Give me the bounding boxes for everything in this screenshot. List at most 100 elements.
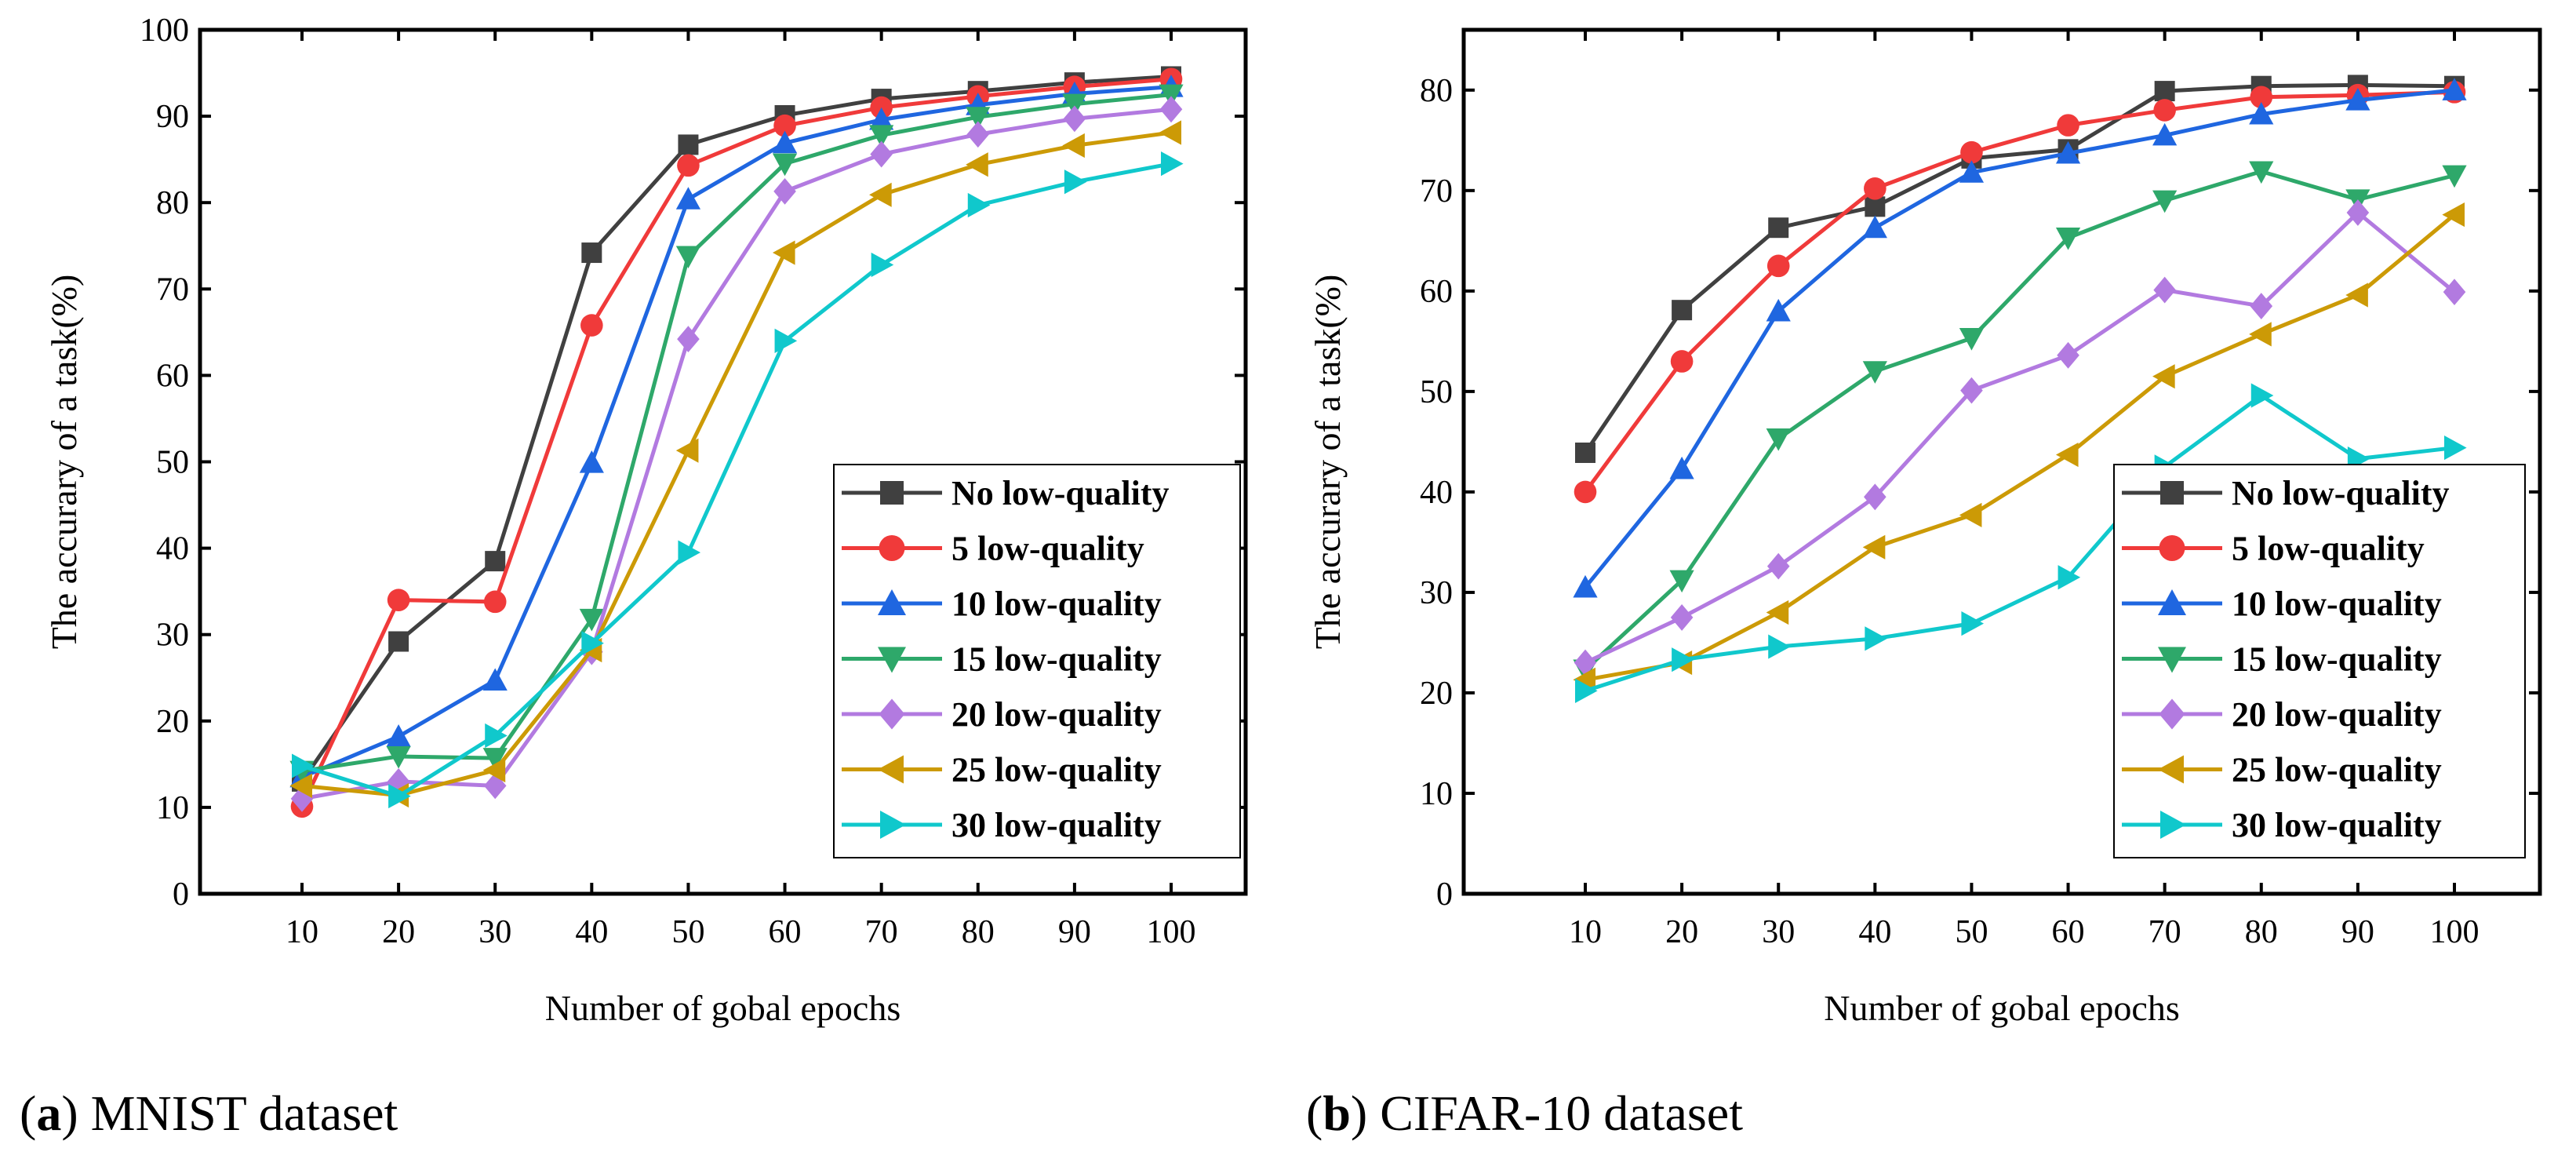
marker-triangle-down xyxy=(878,647,906,673)
marker-triangle-right xyxy=(1961,611,1985,636)
marker-circle xyxy=(1960,140,1983,164)
legend-item: 10 low-quality xyxy=(2122,585,2442,623)
y-tick-label: 60 xyxy=(156,358,189,394)
marker-triangle-down xyxy=(1766,428,1791,451)
marker-circle xyxy=(1864,177,1887,200)
y-tick-label: 80 xyxy=(1420,73,1453,109)
series-line xyxy=(1583,89,2455,494)
marker-triangle-down xyxy=(2249,161,2274,184)
marker-triangle-right xyxy=(1768,634,1791,659)
marker-triangle-left xyxy=(289,773,312,798)
marker-circle xyxy=(677,154,700,177)
marker-triangle-left xyxy=(2152,364,2175,389)
marker-square xyxy=(880,481,904,505)
marker-diamond xyxy=(1766,552,1790,580)
marker-diamond xyxy=(2159,698,2185,730)
marker-triangle-right xyxy=(967,192,991,218)
marker-triangle-left xyxy=(1766,600,1789,625)
y-tick-label: 60 xyxy=(1420,274,1453,310)
marker-triangle-right xyxy=(880,811,906,839)
caption-text: MNIST dataset xyxy=(78,1085,398,1141)
marker-triangle-left xyxy=(1862,534,1886,559)
legend-label: 25 low-quality xyxy=(951,751,1162,789)
y-tick-label: 10 xyxy=(156,790,189,826)
marker-triangle-left xyxy=(1159,120,1181,145)
legend-label: 10 low-quality xyxy=(2232,585,2442,623)
caption-paren: ( xyxy=(20,1085,36,1141)
marker-circle xyxy=(1766,254,1790,278)
y-tick-label: 10 xyxy=(1420,776,1453,812)
series-line xyxy=(1584,88,2455,589)
marker-triangle-up xyxy=(2152,122,2178,146)
marker-triangle-up xyxy=(579,450,604,473)
legend: No low-quality 5 low-quality 10 low-qualit… xyxy=(2113,464,2526,858)
x-axis-label: Number of gobal epochs xyxy=(545,988,901,1028)
marker-triangle-left xyxy=(2345,282,2368,308)
marker-diamond xyxy=(2443,279,2466,306)
legend-label: 20 low-quality xyxy=(951,695,1162,734)
caption-paren: ( xyxy=(1306,1085,1323,1141)
legend-box xyxy=(833,464,1241,858)
marker-triangle-up xyxy=(2345,88,2370,111)
marker-square xyxy=(1865,196,1886,217)
x-tick-label: 50 xyxy=(671,914,704,950)
marker-triangle-up xyxy=(675,187,701,210)
legend-item: No low-quality xyxy=(842,474,1169,512)
marker-triangle-left xyxy=(675,438,699,463)
x-tick-label: 70 xyxy=(865,914,898,950)
marker-triangle-down xyxy=(1862,361,1887,384)
marker-triangle-right xyxy=(2058,565,2081,590)
x-tick-label: 60 xyxy=(2052,914,2085,950)
series-line xyxy=(1585,213,2456,682)
x-tick-label: 10 xyxy=(286,914,318,950)
series-30-low-quality xyxy=(292,151,1184,809)
marker-triangle-left xyxy=(2158,755,2184,784)
marker-diamond xyxy=(773,177,796,205)
chart-mnist: 0 10 20 30 40 50 60 70 80 90 100 10 20 30 40 50 60 70 80 90… xyxy=(44,13,1248,1028)
marker-triangle-left xyxy=(772,240,795,265)
y-axis-label: The accurary of a task(%) xyxy=(1308,275,1348,650)
marker-triangle-down xyxy=(966,107,991,129)
marker-triangle-up xyxy=(1959,160,1985,183)
marker-triangle-down xyxy=(1959,328,1985,351)
y-tick-label: 30 xyxy=(156,618,189,654)
marker-triangle-right xyxy=(1865,626,1887,651)
marker-triangle-up xyxy=(1766,298,1791,322)
legend: No low-quality 5 low-quality 10 low-qualit… xyxy=(833,464,1241,858)
marker-diamond xyxy=(677,326,700,353)
y-axis-label: The accurary of a task(%) xyxy=(44,275,84,650)
marker-triangle-left xyxy=(1062,133,1085,159)
marker-diamond xyxy=(870,140,893,168)
marker-square xyxy=(2160,481,2184,505)
y-tick-label: 90 xyxy=(156,99,189,135)
marker-triangle-left xyxy=(966,152,988,177)
marker-triangle-up xyxy=(386,724,411,747)
marker-diamond xyxy=(1159,96,1183,123)
marker-circle xyxy=(483,590,507,614)
marker-circle xyxy=(387,589,410,611)
caption-letter: b xyxy=(1323,1085,1351,1141)
marker-triangle-up xyxy=(1573,574,1598,598)
marker-circle xyxy=(2250,86,2273,109)
caption-paren: ) xyxy=(1351,1085,1367,1141)
marker-diamond xyxy=(2057,341,2079,369)
marker-triangle-up xyxy=(482,668,508,691)
marker-circle xyxy=(580,314,603,337)
marker-triangle-down xyxy=(482,748,508,771)
legend-item: 25 low-quality xyxy=(2122,751,2442,789)
x-tick-label: 100 xyxy=(1147,914,1196,950)
marker-triangle-down xyxy=(2158,647,2186,673)
x-tick-label: 90 xyxy=(2341,914,2374,950)
marker-square xyxy=(1672,300,1693,321)
chart-cifar10: 0 10 20 30 40 50 60 70 80 10 20 30 40 50 60 70 80 90 100 Nu… xyxy=(1308,27,2542,1028)
legend-item: 5 low-quality xyxy=(842,530,1144,568)
x-tick-label: 100 xyxy=(2430,914,2480,950)
series-20-low-quality xyxy=(1574,199,2466,676)
legend-label: 20 low-quality xyxy=(2232,695,2442,734)
legend-label: 5 low-quality xyxy=(2232,530,2425,568)
x-axis-label: Number of gobal epochs xyxy=(1824,988,2180,1028)
marker-square xyxy=(581,242,602,264)
marker-square xyxy=(485,551,506,572)
legend-item: 10 low-quality xyxy=(842,585,1162,623)
series-25-low-quality xyxy=(1573,202,2465,692)
